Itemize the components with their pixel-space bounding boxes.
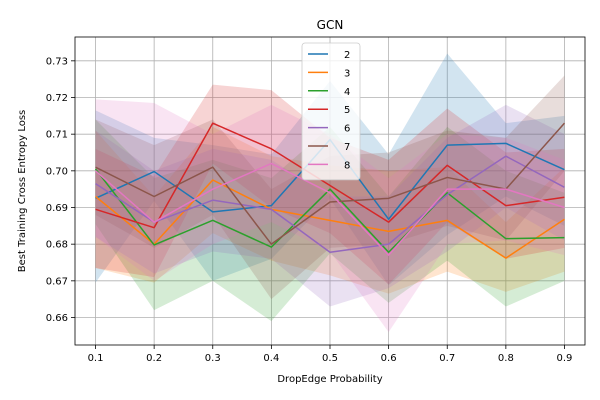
series-line-7 [95, 122, 566, 245]
y-axis-label: Best Training Cross Entropy Loss [17, 110, 28, 273]
confidence-band-5 [95, 84, 565, 285]
x-tick-label: 0.6 [381, 353, 397, 364]
y-tick-label: 0.66 [46, 313, 68, 324]
legend-label: 4 [344, 87, 350, 98]
legend-label: 6 [344, 124, 350, 135]
x-axis-ticks: 0.1 0.2 0.3 0.4 0.5 0.6 0.7 0.8 0.9 [88, 345, 573, 364]
legend-label: 2 [344, 50, 350, 61]
series-line-5 [95, 122, 565, 229]
x-tick-label: 0.3 [205, 353, 221, 364]
series-line-3 [95, 179, 565, 259]
series-line-6 [95, 155, 565, 253]
x-tick-label: 0.8 [498, 353, 514, 364]
legend-label: 5 [344, 105, 350, 116]
y-axis-ticks: 0.66 0.67 0.68 0.69 0.70 0.71 0.72 0.73 [46, 56, 75, 324]
y-tick-label: 0.69 [46, 203, 68, 214]
x-tick-label: 0.4 [263, 353, 279, 364]
y-tick-label: 0.73 [46, 56, 68, 67]
x-tick-label: 0.7 [439, 353, 455, 364]
x-tick-label: 0.2 [146, 353, 162, 364]
x-axis-label: DropEdge Probability [277, 374, 382, 385]
y-tick-label: 0.67 [46, 276, 68, 287]
y-tick-label: 0.70 [46, 166, 68, 177]
legend-label: 3 [344, 68, 350, 79]
legend-label: 8 [344, 160, 350, 171]
confidence-band-8 [95, 99, 565, 333]
confidence-band-7 [95, 75, 565, 300]
y-tick-label: 0.71 [46, 130, 68, 141]
chart-title: GCN [317, 18, 344, 32]
x-tick-label: 0.9 [557, 353, 573, 364]
series-line-8 [95, 162, 565, 256]
series-line-4 [94, 168, 565, 253]
confidence-band-3 [95, 126, 565, 294]
y-tick-label: 0.68 [46, 240, 68, 251]
x-tick-label: 0.1 [88, 353, 104, 364]
y-tick-label: 0.72 [46, 93, 68, 104]
legend: 2 3 4 5 6 7 8 [301, 42, 361, 181]
confidence-band-6 [95, 104, 565, 307]
legend-label: 7 [344, 142, 350, 153]
legend-box [301, 42, 361, 181]
x-tick-label: 0.5 [322, 353, 338, 364]
